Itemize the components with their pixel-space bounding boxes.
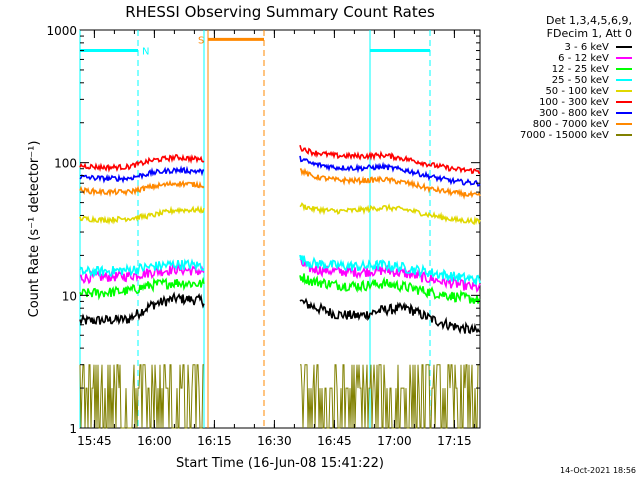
series-5: [79, 144, 481, 175]
legend: 3 - 6 keV 6 - 12 keV 12 - 25 keV 25 - 50…: [520, 42, 632, 141]
legend-label: 50 - 100 keV: [545, 86, 612, 97]
legend-swatch: [616, 134, 632, 136]
legend-item: 50 - 100 keV: [520, 86, 632, 97]
series-line: [299, 273, 481, 304]
legend-item: 3 - 6 keV: [520, 42, 632, 53]
series-6: [79, 155, 481, 187]
legend-item: 25 - 50 keV: [520, 75, 632, 86]
series-line: [299, 167, 481, 200]
series-line: [299, 202, 481, 226]
vertical-markers: [79, 30, 431, 428]
series-line: [79, 153, 205, 173]
annotation-label: N: [142, 47, 149, 58]
x-tick-label: 16:30: [257, 434, 292, 448]
legend-label: 7000 - 15000 keV: [519, 130, 612, 141]
series-4: [79, 202, 481, 226]
series-2: [79, 273, 481, 304]
legend-item: 300 - 800 keV: [520, 108, 632, 119]
y-tick-label: 1000: [46, 24, 77, 38]
chart-title: RHESSI Observing Summary Count Rates: [125, 3, 435, 21]
legend-item: 6 - 12 keV: [520, 53, 632, 64]
legend-swatch: [616, 112, 632, 114]
legend-item: 7000 - 15000 keV: [520, 130, 632, 141]
series-7: [79, 167, 481, 200]
series-line: [299, 254, 481, 285]
series-line: [299, 144, 481, 175]
legend-label: 800 - 7000 keV: [532, 119, 612, 130]
series-line: [300, 364, 480, 429]
y-tick-label: 10: [62, 289, 77, 303]
x-axis-label: Start Time (16-Jun-08 15:41:22): [176, 456, 384, 471]
detector-info-line: Det 1,3,4,5,6,9,: [545, 14, 632, 27]
legend-label: 3 - 6 keV: [564, 42, 612, 53]
x-tick-label: 16:15: [197, 434, 232, 448]
annotations-layer: NS: [80, 35, 430, 58]
series-line: [79, 165, 205, 184]
legend-swatch: [616, 79, 632, 81]
series-line: [79, 258, 205, 278]
series-line: [79, 179, 205, 198]
series-line: [79, 205, 205, 225]
legend-item: 12 - 25 keV: [520, 64, 632, 75]
plot-area: NS: [79, 29, 481, 429]
legend-item: 800 - 7000 keV: [520, 119, 632, 130]
y-axis-label: Count Rate (s⁻¹ detector⁻¹): [27, 141, 42, 318]
legend-label: 25 - 50 keV: [551, 75, 612, 86]
series-line: [79, 364, 204, 429]
legend-swatch: [616, 90, 632, 92]
legend-swatch: [616, 123, 632, 125]
x-tick-label: 17:00: [377, 434, 412, 448]
series-0: [79, 291, 481, 335]
series-layer: [79, 144, 481, 429]
annotation-label: S: [198, 35, 204, 46]
series-8: [79, 364, 480, 429]
legend-swatch: [616, 68, 632, 70]
legend-label: 6 - 12 keV: [558, 53, 612, 64]
legend-label: 100 - 300 keV: [539, 97, 612, 108]
y-tick-label: 100: [54, 157, 77, 171]
x-axis: 15:45 16:00 16:15 16:30 16:45 17:00 17:15: [77, 30, 475, 448]
detector-info-line: FDecim 1, Att 0: [546, 27, 632, 40]
series-3: [79, 254, 481, 285]
legend-item: 100 - 300 keV: [520, 97, 632, 108]
series-line: [299, 297, 481, 335]
x-tick-label: 16:45: [317, 434, 352, 448]
legend-swatch: [616, 46, 632, 48]
legend-label: 12 - 25 keV: [551, 64, 612, 75]
x-tick-label: 16:00: [137, 434, 172, 448]
legend-swatch: [616, 57, 632, 59]
y-tick-label: 1: [69, 422, 77, 436]
series-line: [79, 276, 205, 301]
y-axis: 1 10 100 1000: [46, 24, 480, 436]
detector-info: Det 1,3,4,5,6,9, FDecim 1, Att 0: [546, 14, 632, 40]
legend-swatch: [616, 101, 632, 103]
x-tick-label: 15:45: [77, 434, 112, 448]
legend-label: 300 - 800 keV: [539, 108, 612, 119]
series-line: [299, 155, 481, 187]
series-line: [79, 291, 205, 327]
series-line: [79, 262, 205, 285]
series-1: [79, 257, 481, 293]
series-line: [299, 257, 481, 293]
x-tick-label: 17:15: [437, 434, 472, 448]
footer-date: 14-Oct-2021 18:56: [560, 466, 636, 475]
